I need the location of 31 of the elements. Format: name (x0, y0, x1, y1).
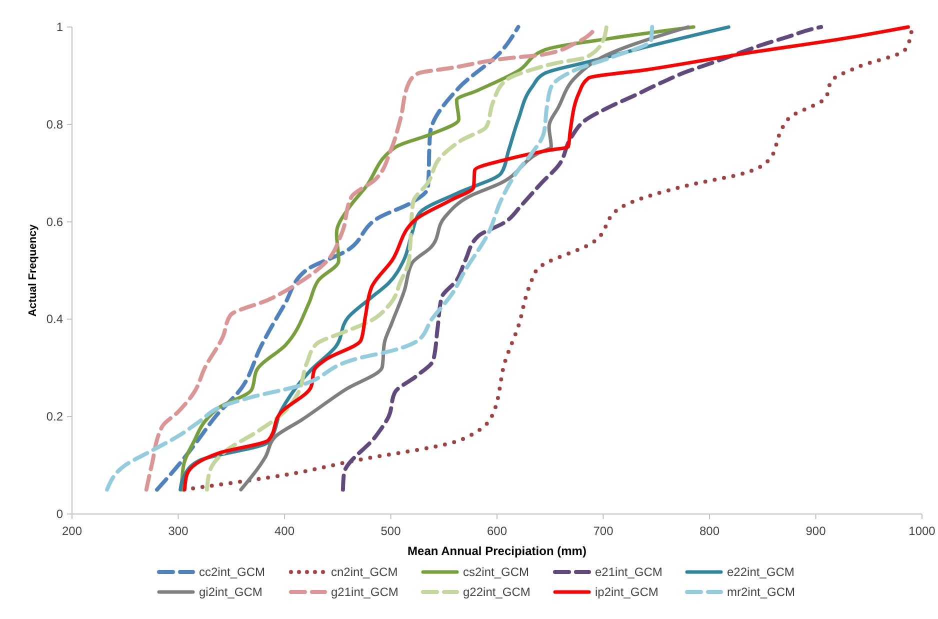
y-tick-label: 0 (56, 507, 64, 521)
line-series (340, 25, 824, 492)
y-tick-label: 1 (56, 20, 64, 34)
legend-label: ip2int_GCM (595, 585, 658, 599)
legend-label: e22int_GCM (727, 565, 794, 579)
x-tick-label: 200 (62, 524, 82, 538)
x-tick-label: 300 (168, 524, 189, 538)
line-series (204, 25, 608, 492)
y-axis-title: Actual Frequency (27, 223, 39, 317)
legend-label: e21int_GCM (595, 565, 662, 579)
legend-label: cn2int_GCM (331, 565, 398, 579)
legend-label: cs2int_GCM (463, 565, 530, 579)
x-tick-label: 600 (486, 524, 508, 538)
x-tick-label: 700 (593, 524, 614, 538)
x-tick-label: 1000 (908, 524, 936, 538)
x-tick-label: 500 (380, 524, 402, 538)
x-tick-label: 900 (806, 524, 826, 538)
legend-label: mr2int_GCM (727, 585, 796, 599)
y-tick-label: 0.2 (46, 410, 64, 424)
x-tick-label: 800 (699, 524, 720, 538)
y-tick-label: 0.6 (46, 214, 64, 229)
legend-label: cc2int_GCM (199, 565, 266, 579)
x-tick-label: 400 (274, 524, 295, 538)
y-tick-label: 0.8 (46, 117, 64, 132)
line-series (155, 25, 520, 492)
legend-label: g21int_GCM (331, 585, 398, 599)
y-tick-label: 0.4 (46, 312, 64, 326)
legend-label: g22int_GCM (463, 585, 530, 599)
x-axis-title: Mean Annual Precipiation (mm) (408, 544, 586, 558)
legend-label: gi2int_GCM (199, 585, 262, 599)
line-series (105, 25, 654, 492)
